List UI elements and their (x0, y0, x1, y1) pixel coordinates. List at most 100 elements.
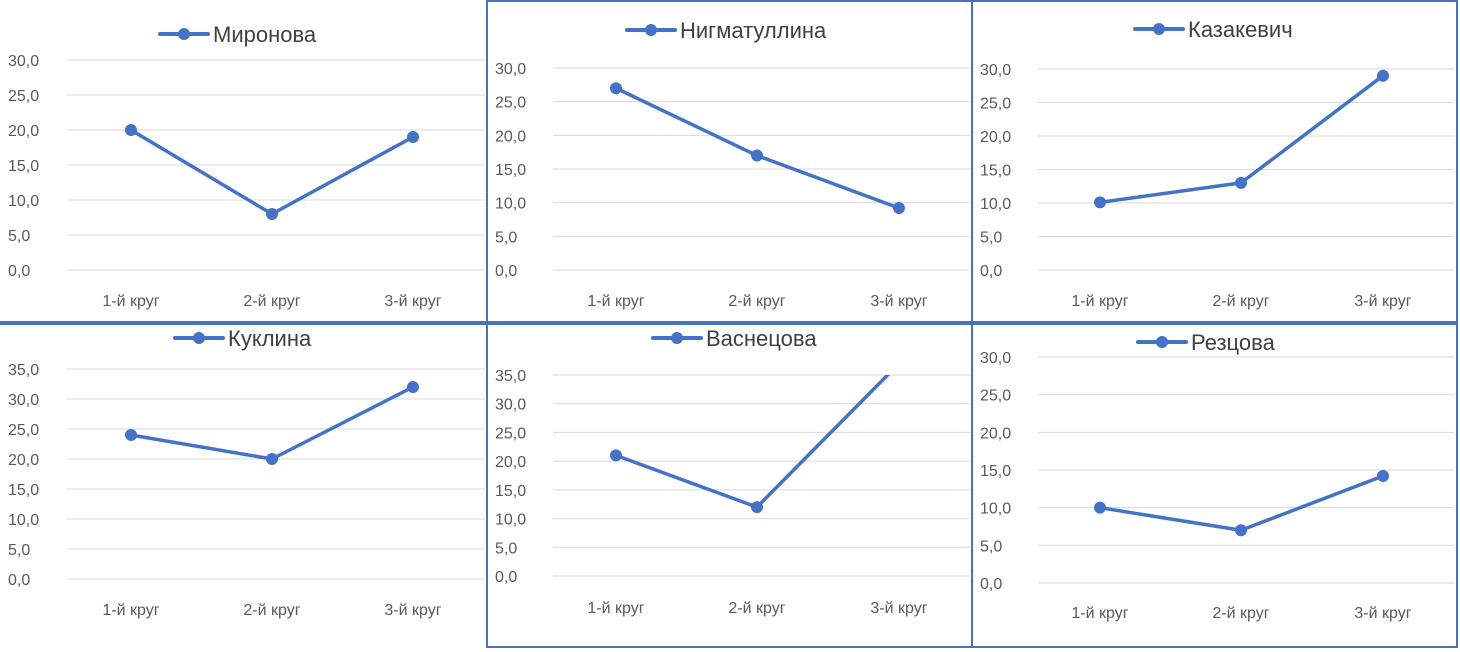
y-tick-label: 0,0 (980, 576, 1002, 593)
series-line (1098, 474, 1385, 533)
data-point (751, 501, 763, 514)
y-tick-label: 25,0 (980, 96, 1011, 113)
data-point (1377, 69, 1389, 82)
y-tick-label: 20,0 (8, 452, 39, 469)
data-point (266, 208, 278, 220)
y-tick-label: 10,0 (980, 196, 1011, 213)
y-tick-label: 0,0 (980, 263, 1002, 280)
series-line (614, 375, 891, 509)
y-tick-label: 5,0 (980, 230, 1002, 247)
y-tick-label: 0,0 (495, 263, 517, 280)
x-tick-label: 3-й круг (870, 600, 927, 617)
chart-panel: 0,0 5,0 10,0 15,0 20,0 25,0 30,0 35,0 1-й круг 2-… (0, 322, 487, 648)
line-chart: 0,0 5,0 10,0 15,0 20,0 25,0 30,0 1-й круг 2-й кр… (495, 18, 970, 310)
legend-label: Нигматуллина (680, 18, 827, 43)
y-tick-label: 20,0 (980, 425, 1011, 442)
y-tick-label: 30,0 (495, 61, 526, 78)
x-tick-label: 1-й круг (587, 293, 644, 310)
y-tick-label: 10,0 (980, 501, 1011, 518)
legend-marker-icon (178, 28, 190, 40)
x-tick-label: 3-й круг (870, 293, 927, 310)
x-tick-label: 2-й круг (243, 602, 300, 619)
y-tick-label: 5,0 (495, 229, 517, 246)
data-point (751, 149, 763, 162)
x-tick-label: 1-й круг (1071, 605, 1128, 622)
y-tick-label: 10,0 (495, 196, 526, 213)
y-tick-label: 25,0 (8, 422, 39, 439)
legend: Казакевич (1133, 17, 1293, 42)
data-point (1377, 470, 1389, 483)
y-tick-label: 25,0 (980, 388, 1011, 405)
y-tick-label: 10,0 (8, 512, 39, 529)
data-point (407, 381, 419, 393)
x-tick-label: 2-й круг (1212, 293, 1269, 310)
data-point (266, 453, 278, 465)
legend: Миронова (158, 22, 317, 47)
data-point (125, 124, 137, 136)
y-tick-label: 20,0 (495, 454, 526, 471)
y-tick-label: 20,0 (495, 128, 526, 145)
y-tick-label: 15,0 (8, 158, 39, 175)
y-tick-label: 30,0 (8, 53, 39, 70)
line-chart: 0,0 5,0 10,0 15,0 20,0 25,0 30,0 35,0 1-й круг 2-… (8, 326, 485, 619)
legend-label: Резцова (1191, 330, 1276, 355)
series-line (129, 128, 415, 216)
legend-marker-icon (1156, 336, 1168, 348)
legend: Куклина (173, 326, 312, 351)
y-tick-label: 25,0 (495, 425, 526, 442)
x-tick-label: 1-й круг (587, 600, 644, 617)
chart-panel: 0,0 5,0 10,0 15,0 20,0 25,0 30,0 1-й круг 2-й кр… (972, 0, 1456, 322)
y-tick-label: 30,0 (8, 392, 39, 409)
x-tick-label: 3-й круг (1354, 605, 1411, 622)
y-tick-label: 0,0 (8, 572, 30, 589)
y-tick-label: 15,0 (495, 162, 526, 179)
x-tick-label: 3-й круг (384, 602, 441, 619)
y-tick-label: 35,0 (8, 362, 39, 379)
series-line (614, 86, 901, 210)
data-point (125, 429, 137, 441)
x-tick-label: 3-й круг (384, 293, 441, 310)
y-tick-label: 5,0 (8, 228, 30, 245)
y-tick-label: 5,0 (8, 542, 30, 559)
y-tick-label: 10,0 (495, 512, 526, 529)
chart-panel: 0,0 5,0 10,0 15,0 20,0 25,0 30,0 1-й круг 2-й кр… (972, 322, 1456, 648)
line-chart: 0,0 5,0 10,0 15,0 20,0 25,0 30,0 35,0 1-й круг 2-… (495, 326, 970, 617)
y-tick-label: 15,0 (980, 163, 1011, 180)
data-point (1235, 524, 1247, 537)
chart-panel: 0,0 5,0 10,0 15,0 20,0 25,0 30,0 1-й круг 2-й кр… (487, 0, 972, 322)
x-tick-label: 2-й круг (1212, 605, 1269, 622)
y-tick-label: 15,0 (980, 463, 1011, 480)
legend-label: Миронова (213, 22, 317, 47)
y-tick-label: 30,0 (495, 397, 526, 414)
data-point (894, 358, 905, 369)
y-tick-label: 30,0 (980, 62, 1011, 79)
x-tick-label: 1-й круг (102, 293, 159, 310)
legend: Нигматуллина (625, 18, 827, 43)
y-tick-label: 20,0 (980, 129, 1011, 146)
legend: Васнецова (651, 326, 817, 351)
y-tick-label: 5,0 (980, 538, 1002, 555)
line-chart: 0,0 5,0 10,0 15,0 20,0 25,0 30,0 1-й круг 2-й кр… (980, 17, 1454, 310)
y-tick-label: 30,0 (980, 350, 1011, 367)
data-point (610, 449, 622, 462)
legend-label: Казакевич (1188, 17, 1293, 42)
legend-marker-icon (671, 332, 683, 344)
y-tick-label: 15,0 (8, 482, 39, 499)
y-tick-label: 25,0 (8, 88, 39, 105)
y-tick-label: 10,0 (8, 193, 39, 210)
line-chart: 0,0 5,0 10,0 15,0 20,0 25,0 30,0 1-й круг 2-й кр… (8, 22, 485, 310)
chart-panel: 0,0 5,0 10,0 15,0 20,0 25,0 30,0 1-й круг 2-й кр… (0, 0, 487, 322)
data-point (407, 131, 419, 143)
data-point (1094, 196, 1106, 209)
y-tick-label: 20,0 (8, 123, 39, 140)
data-point (893, 202, 905, 215)
y-tick-label: 0,0 (495, 569, 517, 586)
y-tick-label: 35,0 (495, 368, 526, 385)
y-tick-label: 25,0 (495, 95, 526, 112)
x-tick-label: 1-й круг (102, 602, 159, 619)
series-line (129, 385, 415, 461)
legend-label: Васнецова (706, 326, 817, 351)
x-tick-label: 2-й круг (728, 293, 785, 310)
data-point (1094, 501, 1106, 514)
x-tick-label: 1-й круг (1071, 293, 1128, 310)
